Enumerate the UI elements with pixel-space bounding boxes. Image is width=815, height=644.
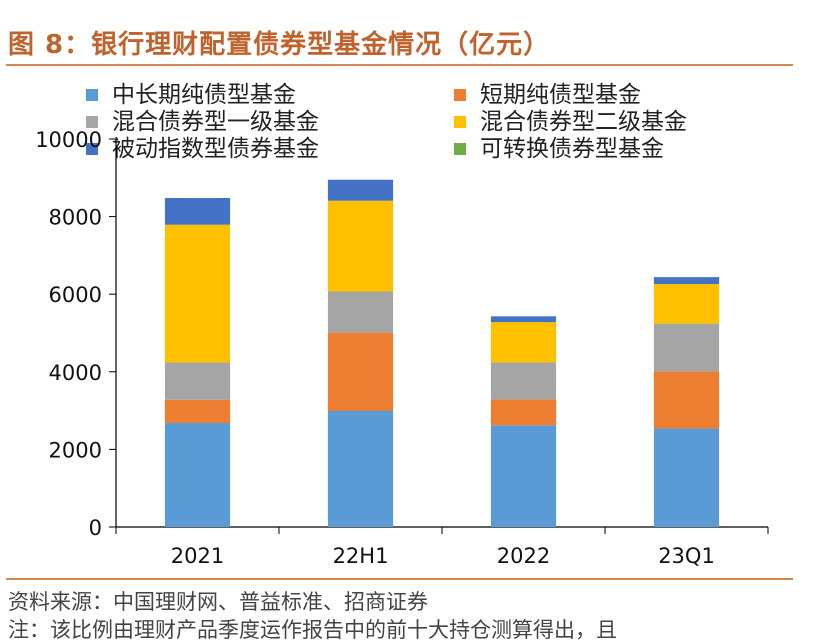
y-tick-label-4: 8000	[49, 206, 102, 230]
bar-2021-series-2	[164, 362, 231, 400]
legend-swatch-series-3	[454, 116, 466, 128]
bar-2022-series-0	[490, 425, 557, 527]
legend-label-series-4: 被动指数型债券基金	[112, 136, 319, 162]
legend-item-series-2: 混合债券型一级基金	[86, 109, 319, 135]
x-tick-label-0: 2021	[171, 544, 224, 568]
bar-22H1-series-1	[327, 332, 394, 411]
footer-divider	[6, 578, 793, 580]
footnote: 注：该比例由理财产品季度运作报告中的前十大持仓测算得出，且	[8, 618, 617, 642]
legend-item-series-4: 被动指数型债券基金	[86, 136, 319, 162]
legend-item-series-3: 混合债券型二级基金	[454, 109, 687, 135]
bar-2021-series-0	[164, 423, 231, 527]
y-tick-label-3: 6000	[49, 283, 102, 307]
y-tick-label-5: 10000	[35, 128, 102, 152]
bar-2022-series-4	[490, 316, 557, 323]
bar-22H1-series-4	[327, 179, 394, 201]
y-tick-label-2: 4000	[49, 361, 102, 385]
bar-23Q1-series-0	[653, 428, 720, 527]
legend-label-series-1: 短期纯债型基金	[480, 82, 641, 108]
bar-22H1-series-0	[327, 410, 394, 527]
legend-swatch-series-1	[454, 89, 466, 101]
legend-item-series-5: 可转换债券型基金	[454, 136, 664, 162]
source-note: 资料来源：中国理财网、普益标准、招商证券	[8, 590, 428, 614]
title-divider	[6, 64, 793, 66]
legend-label-series-5: 可转换债券型基金	[480, 136, 664, 162]
legend-label-series-3: 混合债券型二级基金	[480, 109, 687, 135]
bar-23Q1-series-1	[653, 371, 720, 429]
bar-2021-series-4	[164, 197, 231, 225]
legend-swatch-series-0	[86, 89, 98, 101]
y-tick-label-0: 0	[89, 516, 102, 540]
chart-legend: 中长期纯债型基金 短期纯债型基金 混合债券型一级基金 混合债券型二级基金 被动指…	[0, 82, 815, 162]
bar-2022-series-2	[490, 362, 557, 400]
legend-swatch-series-4	[86, 143, 98, 155]
stacked-bar-chart: 0 2000 4000 6000 8000 10000 2021 22H1 2022 23Q1	[35, 128, 769, 568]
x-tick-label-1: 22H1	[333, 544, 389, 568]
x-tick-label-2: 2022	[497, 544, 550, 568]
chart-title: 图 8：银行理财配置债券型基金情况（亿元）	[8, 30, 551, 60]
bar-2021-series-3	[164, 224, 231, 363]
legend-swatch-series-2	[86, 116, 98, 128]
legend-label-series-2: 混合债券型一级基金	[112, 109, 319, 135]
bar-2022-series-3	[490, 322, 557, 363]
y-tick-label-1: 2000	[49, 438, 102, 462]
bar-23Q1-series-3	[653, 284, 720, 324]
bar-22H1-series-3	[327, 200, 394, 292]
bar-23Q1-series-4	[653, 277, 720, 285]
legend-item-series-1: 短期纯债型基金	[454, 82, 641, 108]
legend-label-series-0: 中长期纯债型基金	[112, 82, 296, 108]
x-tick-label-3: 23Q1	[658, 544, 715, 568]
bar-2021-series-1	[164, 399, 231, 424]
bar-22H1-series-2	[327, 291, 394, 333]
bar-2022-series-1	[490, 399, 557, 426]
legend-item-series-0: 中长期纯债型基金	[86, 82, 296, 108]
legend-swatch-series-5	[454, 143, 466, 155]
bar-23Q1-series-2	[653, 323, 720, 372]
